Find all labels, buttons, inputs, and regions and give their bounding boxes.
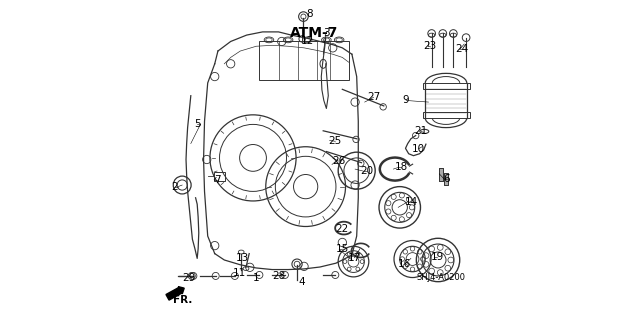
Bar <box>439 168 443 181</box>
Bar <box>444 173 448 185</box>
Text: 20: 20 <box>361 166 374 176</box>
Text: 9: 9 <box>403 95 410 106</box>
Text: FR.: FR. <box>173 295 192 305</box>
Bar <box>214 172 225 181</box>
Bar <box>422 112 470 118</box>
FancyArrow shape <box>166 287 184 300</box>
Text: 10: 10 <box>412 144 425 154</box>
Text: 12: 12 <box>301 35 314 46</box>
Bar <box>444 173 448 185</box>
Text: 18: 18 <box>395 162 408 173</box>
Text: 8: 8 <box>306 9 312 19</box>
Text: SHJ4-A0200: SHJ4-A0200 <box>416 273 465 282</box>
Text: 13: 13 <box>236 253 249 263</box>
Text: 2: 2 <box>172 182 178 192</box>
Bar <box>422 83 470 89</box>
Text: 23: 23 <box>424 41 436 51</box>
Text: 14: 14 <box>404 197 418 207</box>
Text: 29: 29 <box>182 272 196 283</box>
Text: 11: 11 <box>233 268 246 278</box>
Text: 5: 5 <box>194 119 200 130</box>
Text: 19: 19 <box>431 252 444 263</box>
Text: 17: 17 <box>348 253 361 263</box>
Bar <box>439 168 443 181</box>
Text: 15: 15 <box>336 244 349 255</box>
Text: 28: 28 <box>272 271 285 281</box>
Text: 6: 6 <box>444 174 451 184</box>
Text: 21: 21 <box>415 126 428 137</box>
Text: 27: 27 <box>367 92 381 102</box>
Text: 25: 25 <box>329 136 342 146</box>
Text: 16: 16 <box>398 259 412 269</box>
Text: ATM-7: ATM-7 <box>290 26 339 40</box>
Text: 7: 7 <box>214 174 221 185</box>
Text: 22: 22 <box>336 224 349 234</box>
Text: 24: 24 <box>455 44 468 55</box>
Bar <box>259 41 349 80</box>
Text: 3: 3 <box>323 28 330 38</box>
Text: 1: 1 <box>253 272 259 283</box>
Text: 26: 26 <box>332 156 345 166</box>
Text: 4: 4 <box>298 277 305 287</box>
